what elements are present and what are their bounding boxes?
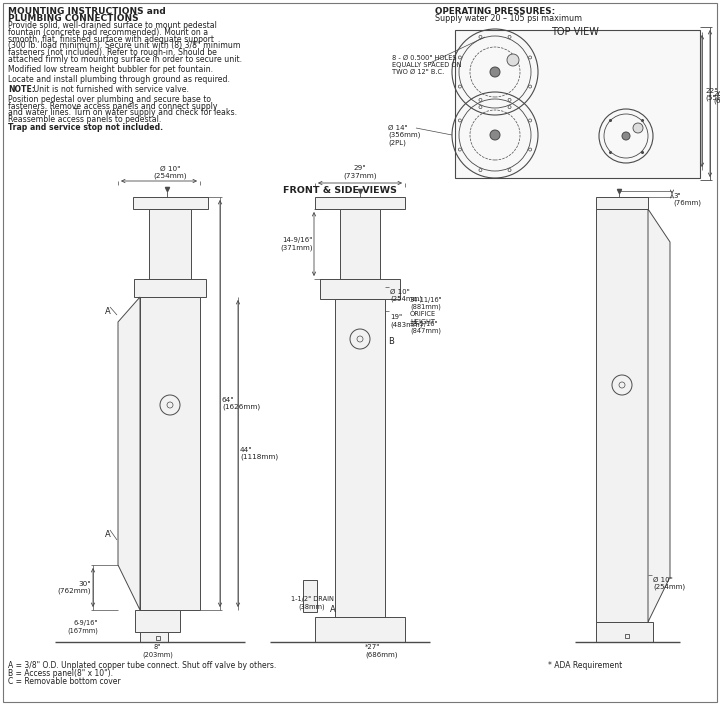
Text: Ø 10"
(254mm): Ø 10" (254mm) [390,289,422,302]
Text: 30"
(762mm): 30" (762mm) [58,581,91,594]
Text: smooth, flat, finished surface with adequate support: smooth, flat, finished surface with adeq… [8,35,214,44]
Circle shape [490,130,500,140]
Bar [315,617,405,642]
Text: fountain (concrete pad recommended). Mount on a: fountain (concrete pad recommended). Mou… [8,27,208,37]
Text: 33-5/16"
(847mm): 33-5/16" (847mm) [410,321,441,334]
Text: (300 lb. load minimum). Secure unit with (8) 3/8" minimum: (300 lb. load minimum). Secure unit with… [8,42,240,50]
Text: A: A [105,307,111,316]
Text: C = Removable bottom cover: C = Removable bottom cover [8,677,121,686]
Text: Supply water 20 – 105 psi maximum: Supply water 20 – 105 psi maximum [435,14,582,23]
Text: 1-1/2" DRAIN
(38mm): 1-1/2" DRAIN (38mm) [291,596,333,610]
Text: OPERATING PRESSURES:: OPERATING PRESSURES: [435,7,555,16]
Text: Modified low stream height bubbler for pet fountain.: Modified low stream height bubbler for p… [8,65,213,74]
Text: fasteners. Remove access panels and connect supply: fasteners. Remove access panels and conn… [8,102,217,111]
Text: A = 3/8" O.D. Unplated copper tube connect. Shut off valve by others.: A = 3/8" O.D. Unplated copper tube conne… [8,661,276,670]
Text: TOP VIEW: TOP VIEW [551,27,599,37]
Polygon shape [118,297,140,610]
Bar [149,209,191,279]
Text: 34-11/16"
(881mm)
ORIFICE
HEIGHT: 34-11/16" (881mm) ORIFICE HEIGHT [410,297,443,324]
Text: Trap and service stop not included.: Trap and service stop not included. [8,123,163,132]
Text: Reassemble access panels to pedestal.: Reassemble access panels to pedestal. [8,115,161,124]
Text: and water lines. Turn on water supply and check for leaks.: and water lines. Turn on water supply an… [8,109,237,118]
Bar [320,279,400,299]
Bar [335,299,385,617]
Bar [596,209,648,622]
Text: 22"
(559mm): 22" (559mm) [705,87,720,102]
Circle shape [490,67,500,77]
Text: B = Access panel(8" x 10").: B = Access panel(8" x 10"). [8,669,113,678]
Text: Locate and install plumbing through ground as required.: Locate and install plumbing through grou… [8,75,230,84]
Text: 3"
(76mm): 3" (76mm) [673,193,701,207]
Bar [315,197,405,209]
Bar [455,30,700,178]
Text: Ø 14"
(356mm)
(2PL): Ø 14" (356mm) (2PL) [388,125,420,146]
Text: Position pedestal over plumbing and secure base to: Position pedestal over plumbing and secu… [8,94,211,104]
Text: 19"
(483mm): 19" (483mm) [390,314,423,328]
Text: 44"
(1118mm): 44" (1118mm) [240,447,278,460]
Text: 8"
(203mm): 8" (203mm) [142,644,173,658]
Circle shape [633,123,643,133]
Text: B: B [388,337,394,346]
Circle shape [622,132,630,140]
Bar [140,297,200,610]
Bar [134,279,206,297]
Bar [596,197,648,209]
Text: FRONT & SIDE VIEWS: FRONT & SIDE VIEWS [283,186,397,195]
Text: 8 - Ø 0.500" HOLES
EQUALLY SPACED ON
TWO Ø 12" B.C.: 8 - Ø 0.500" HOLES EQUALLY SPACED ON TWO… [392,55,462,75]
Text: Ø 10"
(254mm): Ø 10" (254mm) [653,577,685,591]
Text: A: A [105,530,111,539]
Text: NOTE:: NOTE: [8,85,35,94]
Text: 29"
(737mm): 29" (737mm) [343,166,377,179]
Text: 6-9/16"
(167mm): 6-9/16" (167mm) [67,620,98,634]
Bar [340,209,380,279]
Text: 26"
(660mm): 26" (660mm) [713,91,720,104]
Text: * ADA Requirement: * ADA Requirement [548,661,622,670]
Text: MOUNTING INSTRUCTIONS and: MOUNTING INSTRUCTIONS and [8,7,166,16]
Bar [132,197,207,209]
Text: 64"
(1626mm): 64" (1626mm) [222,397,260,410]
Bar [135,610,180,632]
Polygon shape [648,209,670,622]
Bar [596,622,653,642]
Text: fasteners (not included). Refer to rough-in. Should be: fasteners (not included). Refer to rough… [8,48,217,57]
Bar [140,632,168,642]
Text: Provide solid, well-drained surface to mount pedestal: Provide solid, well-drained surface to m… [8,21,217,30]
Text: PLUMBING CONNECTIONS: PLUMBING CONNECTIONS [8,14,139,23]
Text: *27"
(686mm): *27" (686mm) [365,644,397,658]
Text: 14-9/16"
(371mm): 14-9/16" (371mm) [281,238,313,251]
Text: attached firmly to mounting surface in order to secure unit.: attached firmly to mounting surface in o… [8,55,242,64]
Text: Unit is not furnished with service valve.: Unit is not furnished with service valve… [31,85,189,94]
Text: Ø 10"
(254mm): Ø 10" (254mm) [153,166,186,179]
Circle shape [507,54,519,66]
Text: A: A [330,605,336,614]
Bar [303,580,317,612]
